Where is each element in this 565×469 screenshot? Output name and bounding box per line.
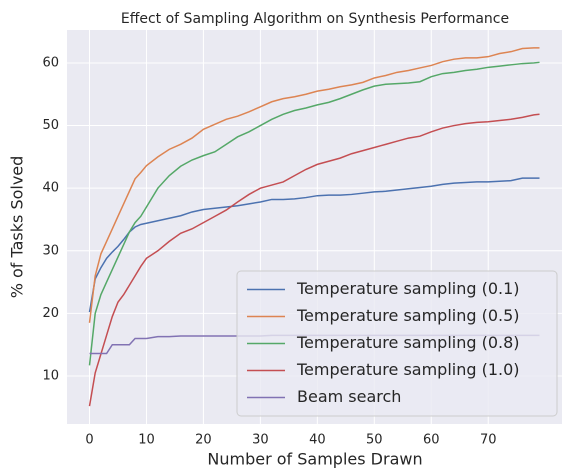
legend-label: Temperature sampling (1.0) (296, 360, 520, 379)
x-tick-label: 0 (85, 433, 93, 448)
x-tick-label: 20 (195, 433, 212, 448)
x-tick-label: 70 (480, 433, 497, 448)
legend: Temperature sampling (0.1) Temperature sa… (236, 270, 558, 417)
y-tick-label: 40 (42, 181, 59, 196)
y-tick-label: 60 (42, 55, 59, 70)
series-line (88, 177, 540, 313)
x-tick-label: 40 (309, 433, 326, 448)
legend-label: Temperature sampling (0.8) (296, 333, 520, 352)
legend-label: Temperature sampling (0.5) (296, 306, 520, 325)
series-line (88, 47, 540, 323)
x-tick-label: 60 (423, 433, 440, 448)
x-tick-label: 10 (138, 433, 155, 448)
x-tick-label: 30 (252, 433, 269, 448)
y-tick-label: 30 (42, 243, 59, 258)
y-tick-label: 20 (42, 306, 59, 321)
y-tick-label: 10 (42, 369, 59, 384)
y-tick-label: 50 (42, 118, 59, 133)
legend-label: Temperature sampling (0.1) (296, 279, 520, 298)
x-tick-label: 50 (366, 433, 383, 448)
y-axis-label: % of Tasks Solved (8, 156, 27, 299)
x-axis-label: Number of Samples Drawn (207, 450, 422, 469)
series-line (88, 113, 540, 407)
legend-box (236, 270, 558, 417)
chart-title: Effect of Sampling Algorithm on Synthesi… (121, 11, 509, 27)
series-line (88, 61, 540, 366)
legend-label: Beam search (297, 387, 401, 406)
